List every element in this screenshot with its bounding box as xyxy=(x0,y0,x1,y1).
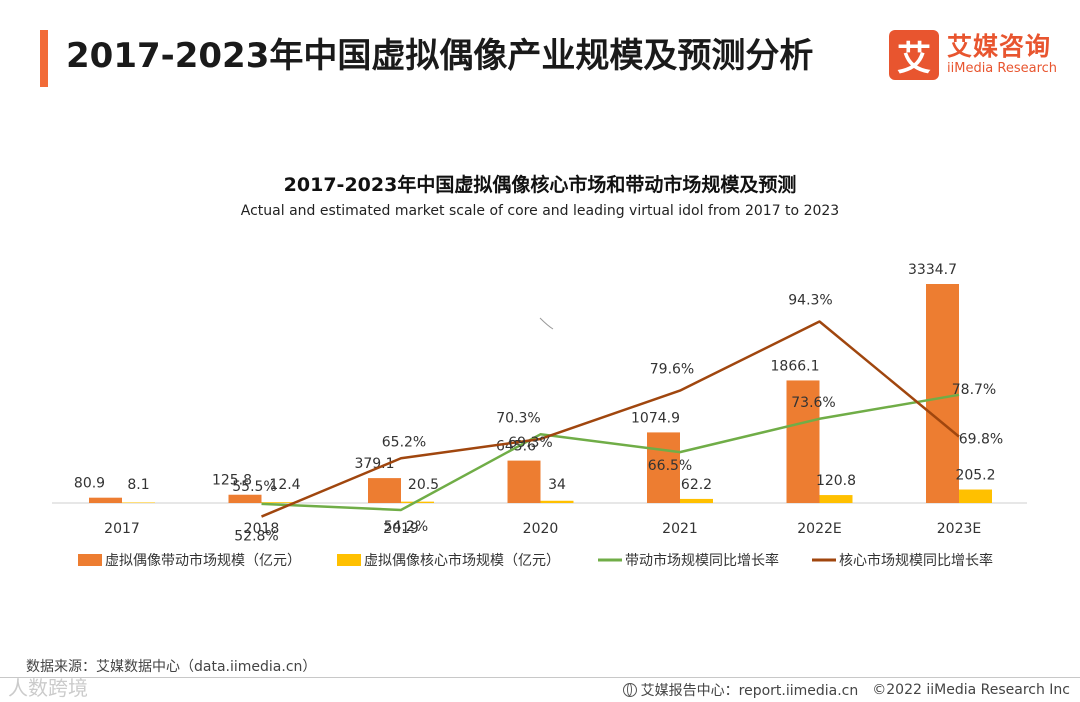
bar-label-core-2018: 12.4 xyxy=(269,477,300,493)
bar-label-leading-2018: 125.8 xyxy=(212,473,252,489)
line-label-core-2018: 52.8% xyxy=(234,529,278,545)
bar-leading-2022E xyxy=(786,380,820,503)
bar-leading-2020 xyxy=(507,460,541,503)
legend-label-3: 核心市场规模同比增长率 xyxy=(839,552,993,569)
bar-label-core-2019: 20.5 xyxy=(408,477,439,493)
bar-label-leading-2023E: 3334.7 xyxy=(908,262,957,278)
line-label-leading-2022E: 73.6% xyxy=(791,395,835,411)
x-tick-label-2022E: 2022E xyxy=(797,521,841,537)
bar-leading-2019 xyxy=(368,478,401,503)
line-leading-growth xyxy=(261,393,960,512)
bar-leading-2023E xyxy=(926,284,959,503)
line-core-growth xyxy=(261,320,960,518)
line-label-core-2021: 79.6% xyxy=(650,362,694,378)
legend-label-1: 虚拟偶像核心市场规模（亿元） xyxy=(364,552,560,569)
footer-report-site[interactable]: 艾媒报告中心：report.iimedia.cn xyxy=(640,683,859,699)
footer: 艾媒报告中心：report.iimedia.cn ©2022 iiMedia R… xyxy=(622,680,1070,700)
x-tick-label-2017: 2017 xyxy=(104,521,140,537)
logo-text: 艾媒咨询 iiMedia Research xyxy=(947,33,1057,77)
bar-label-leading-2021: 1074.9 xyxy=(631,410,680,426)
bar-label-core-2022E: 120.8 xyxy=(816,473,856,489)
footer-divider xyxy=(0,677,1080,678)
globe-icon xyxy=(622,683,637,697)
x-tick-label-2021: 2021 xyxy=(662,521,698,537)
logo-mark-icon: 艾 xyxy=(889,30,939,80)
legend-label-0: 虚拟偶像带动市场规模（亿元） xyxy=(105,552,301,569)
logo-name-en: iiMedia Research xyxy=(947,61,1058,76)
line-label-core-2022E: 94.3% xyxy=(788,292,832,308)
line-label-leading-2020: 70.3% xyxy=(496,410,540,426)
bar-core-2018 xyxy=(261,502,295,503)
bar-leading-2017 xyxy=(89,497,122,503)
bar-label-core-2020: 34 xyxy=(548,477,566,493)
bar-label-leading-2019: 379.1 xyxy=(354,456,394,472)
data-source: 数据来源：艾媒数据中心（data.iimedia.cn） xyxy=(26,659,317,675)
line-label-leading-2018: 55.5% xyxy=(232,479,276,495)
line-label-leading-2021: 66.5% xyxy=(648,458,692,474)
chart-title: 2017-2023年中国虚拟偶像核心市场和带动市场规模及预测 xyxy=(283,174,797,196)
bar-leading-2021 xyxy=(647,432,680,503)
title-accent-bar xyxy=(40,30,48,87)
x-tick-label-2020: 2020 xyxy=(523,521,559,537)
legend-swatch-1 xyxy=(337,554,361,566)
line-label-core-2019: 65.2% xyxy=(382,434,426,450)
x-tick-label-2023E: 2023E xyxy=(937,521,981,537)
watermark: 人数跨境 xyxy=(8,676,88,700)
bar-core-2020 xyxy=(540,500,574,503)
iimedia-logo: 艾 艾媒咨询 iiMedia Research xyxy=(889,30,1057,80)
bar-core-2021 xyxy=(680,498,713,503)
line-label-leading-2023E: 78.7% xyxy=(952,382,996,398)
page-title: 2017-2023年中国虚拟偶像产业规模及预测分析 xyxy=(66,36,814,76)
bar-label-leading-2022E: 1866.1 xyxy=(771,358,820,374)
bar-label-core-2017: 8.1 xyxy=(127,477,149,493)
chart-subtitle: Actual and estimated market scale of cor… xyxy=(240,203,840,219)
label-leader-line xyxy=(539,317,554,330)
bar-label-leading-2017: 80.9 xyxy=(74,476,105,492)
footer-copyright: ©2022 iiMedia Research Inc xyxy=(872,682,1070,698)
x-tick-label-2019: 2019 xyxy=(383,521,419,537)
bar-core-2017 xyxy=(122,502,155,503)
line-label-leading-2019: 54.2% xyxy=(384,519,428,535)
logo-name: 艾媒咨询 xyxy=(947,32,1052,61)
legend-label-2: 带动市场规模同比增长率 xyxy=(625,552,779,569)
bar-core-2022E xyxy=(819,495,853,503)
bar-label-core-2021: 62.2 xyxy=(681,477,712,493)
bar-label-core-2023E: 205.2 xyxy=(955,468,995,484)
bar-core-2023E xyxy=(959,489,992,503)
legend-swatch-0 xyxy=(78,554,102,566)
x-tick-label-2018: 2018 xyxy=(244,521,280,537)
line-label-core-2023E: 69.8% xyxy=(959,432,1003,448)
bar-leading-2018 xyxy=(228,494,262,503)
line-label-core-2020: 69.3% xyxy=(508,435,552,451)
